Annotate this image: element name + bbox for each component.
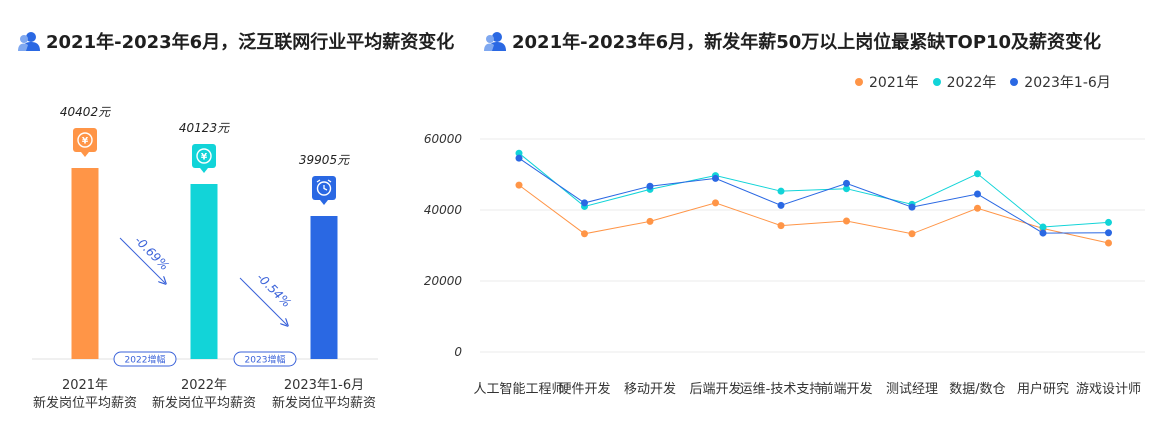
data-point bbox=[1039, 223, 1047, 231]
data-point bbox=[646, 217, 654, 225]
bar-badge-pointer bbox=[320, 200, 328, 205]
change-badge-label: 2023增幅 bbox=[245, 354, 286, 366]
bar-category-label: 2021年 bbox=[62, 378, 108, 393]
change-arrow bbox=[119, 237, 165, 283]
right-title-text: 2021年-2023年6月，新发年薪50万以上岗位最紧缺TOP10及薪资变化 bbox=[512, 32, 1102, 53]
data-point bbox=[843, 217, 850, 225]
data-point bbox=[908, 230, 916, 238]
data-point bbox=[712, 199, 719, 207]
x-tick-label: 人工智能工程师 bbox=[473, 382, 564, 397]
legend-marker bbox=[932, 78, 941, 86]
series-line bbox=[518, 152, 1109, 228]
data-point bbox=[581, 199, 588, 207]
bar-value-label: 39905元 bbox=[299, 153, 350, 167]
data-point bbox=[1105, 239, 1112, 247]
data-point bbox=[974, 204, 981, 212]
data-point bbox=[712, 174, 719, 182]
clock-icon bbox=[316, 179, 332, 196]
y-tick-label: 20000 bbox=[424, 274, 463, 288]
data-point bbox=[908, 203, 916, 211]
legend-marker bbox=[1010, 78, 1019, 86]
x-tick-label: 后端开发 bbox=[689, 381, 741, 397]
data-point bbox=[515, 149, 523, 157]
data-point bbox=[1105, 229, 1112, 237]
legend-label: 2021年 bbox=[869, 75, 919, 91]
data-point bbox=[1039, 229, 1047, 237]
bar-category-sublabel: 新发岗位平均薪资 bbox=[152, 395, 256, 411]
legend-label: 2022年 bbox=[946, 75, 997, 91]
bar-value-label: 40123元 bbox=[179, 121, 230, 135]
data-point bbox=[974, 170, 981, 178]
yuan-icon: ¥ bbox=[77, 132, 93, 148]
left-chart-title: 2021年-2023年6月，泛互联网行业平均薪资变化 bbox=[18, 28, 454, 54]
x-tick-label: 测试经理 bbox=[886, 382, 938, 397]
icon-ring bbox=[316, 181, 332, 196]
bar-category-label: 2022年 bbox=[181, 378, 227, 393]
series-line bbox=[518, 184, 1109, 244]
x-tick-label: 前端开发 bbox=[820, 381, 872, 397]
data-point bbox=[777, 201, 785, 209]
bar-category-sublabel: 新发岗位平均薪资 bbox=[33, 395, 137, 411]
bar-badge bbox=[192, 144, 216, 168]
yuan-icon: ¥ bbox=[196, 148, 212, 164]
legend-item-2023: 2023年1-6月 bbox=[1010, 72, 1111, 92]
icon-ring bbox=[196, 148, 212, 164]
legend-item-2021: 2021年 bbox=[855, 72, 919, 92]
bar bbox=[190, 184, 218, 359]
data-point bbox=[581, 230, 588, 238]
icon-bells bbox=[316, 179, 332, 183]
icon-ring bbox=[77, 132, 93, 148]
bar bbox=[71, 168, 99, 359]
x-tick-label: 运维-技术支持 bbox=[740, 382, 823, 397]
bar-badge-pointer bbox=[81, 152, 89, 157]
data-point bbox=[515, 154, 523, 162]
line-chart-legend: 2021年 2022年 2023年1-6月 bbox=[855, 72, 1125, 92]
series-line bbox=[518, 157, 1109, 234]
right-chart-title: 2021年-2023年6月，新发年薪50万以上岗位最紧缺TOP10及薪资变化 bbox=[484, 28, 1101, 54]
legend-label: 2023年1-6月 bbox=[1024, 75, 1111, 91]
data-point bbox=[1105, 218, 1112, 226]
change-badge bbox=[233, 351, 297, 367]
icon-hands bbox=[323, 185, 328, 191]
data-point bbox=[974, 190, 981, 198]
left-title-text: 2021年-2023年6月，泛互联网行业平均薪资变化 bbox=[46, 32, 455, 53]
data-point bbox=[777, 222, 785, 230]
data-point bbox=[843, 185, 850, 193]
bar-category-label: 2023年1-6月 bbox=[284, 378, 364, 393]
legend-marker bbox=[855, 78, 863, 86]
bar-badge-pointer bbox=[200, 168, 208, 173]
user-group-icon bbox=[18, 32, 40, 51]
user-group-icon bbox=[484, 32, 506, 51]
data-point bbox=[646, 182, 654, 190]
data-point bbox=[777, 187, 785, 195]
x-tick-label: 用户研究 bbox=[1017, 381, 1069, 397]
change-badge-label: 2022增幅 bbox=[125, 354, 166, 366]
data-point bbox=[515, 181, 523, 189]
bar-badge bbox=[73, 128, 97, 152]
change-badge bbox=[113, 351, 177, 367]
icon-glyph: ¥ bbox=[201, 153, 208, 163]
bar-category-sublabel: 新发岗位平均薪资 bbox=[272, 395, 376, 411]
y-tick-label: 60000 bbox=[424, 132, 463, 146]
x-tick-label: 游戏设计师 bbox=[1076, 382, 1141, 397]
legend-item-2022: 2022年 bbox=[932, 72, 997, 92]
change-arrow bbox=[239, 277, 287, 325]
data-point bbox=[843, 179, 850, 187]
x-tick-label: 数据/数仓 bbox=[949, 382, 1005, 397]
y-tick-label: 40000 bbox=[424, 203, 463, 217]
x-tick-label: 硬件开发 bbox=[558, 381, 610, 397]
bar-value-label: 40402元 bbox=[60, 105, 111, 119]
x-tick-label: 移动开发 bbox=[624, 381, 676, 397]
icon-glyph: ¥ bbox=[82, 137, 89, 147]
y-tick-label: 0 bbox=[454, 345, 462, 359]
bar bbox=[310, 216, 338, 359]
